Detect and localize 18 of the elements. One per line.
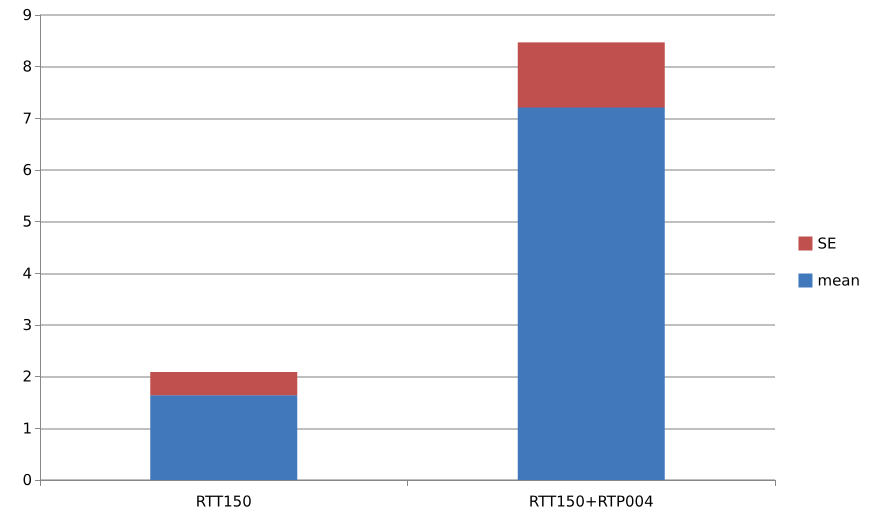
- bar: [150, 395, 298, 480]
- bar: [150, 372, 298, 396]
- y-tick-label: 1: [22, 419, 32, 438]
- y-tick-label: 7: [22, 109, 32, 128]
- y-tick-label: 8: [22, 58, 32, 76]
- bar: [518, 107, 665, 480]
- y-tick-label: 9: [22, 6, 32, 24]
- bar: [518, 42, 665, 108]
- y-tick-label: 0: [22, 471, 32, 489]
- legend-label: mean: [817, 272, 860, 290]
- legend-label: SE: [817, 234, 836, 252]
- y-tick-label: 3: [22, 316, 32, 334]
- y-tick-label: 2: [22, 368, 32, 386]
- y-tick-label: 5: [22, 212, 32, 231]
- y-tick-label: 6: [22, 161, 32, 179]
- y-tick-label: 4: [22, 264, 32, 282]
- x-tick-label: RTT150+RTP004: [528, 492, 654, 510]
- x-tick-label: RTT150: [196, 492, 252, 510]
